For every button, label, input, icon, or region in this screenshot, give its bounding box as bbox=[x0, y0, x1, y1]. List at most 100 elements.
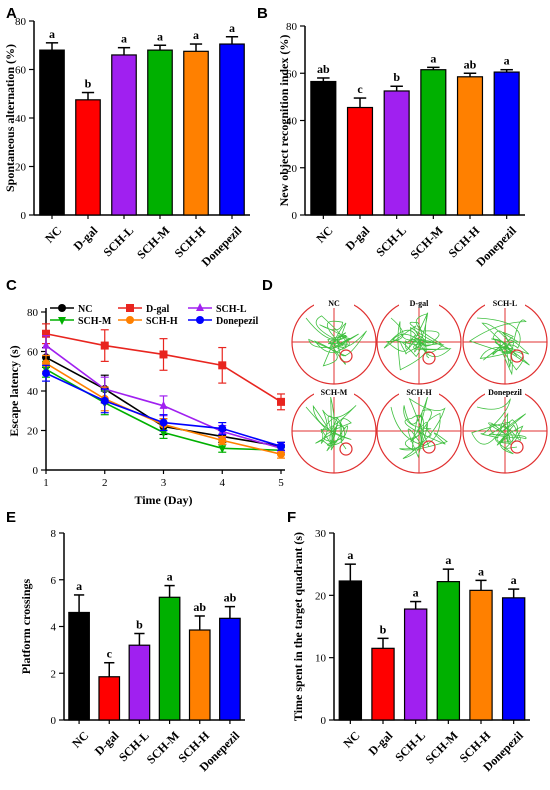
legend: NC D-gal SCH-L SCH-M SCH-H Donepezil bbox=[50, 303, 258, 327]
y-axis-title: Time spent in the target quadrant (s) bbox=[291, 532, 305, 721]
significance-letter: b bbox=[136, 618, 143, 632]
bar-donepezil bbox=[219, 617, 241, 721]
data-point bbox=[100, 341, 109, 350]
bar-nc bbox=[338, 580, 363, 721]
data-point bbox=[159, 350, 168, 359]
platform-target bbox=[422, 351, 436, 365]
x-tick-label: SCH-M bbox=[134, 223, 172, 261]
bar-sch-l bbox=[383, 90, 410, 216]
x-tick-label: SCH-M bbox=[144, 728, 182, 766]
significance-letter: b bbox=[380, 622, 387, 636]
y-axis-title: Spontaneous alternation (%) bbox=[3, 44, 17, 192]
title-backdrop bbox=[485, 297, 525, 308]
bar-nc bbox=[68, 611, 90, 721]
data-point bbox=[196, 303, 204, 311]
bar-sch-m bbox=[436, 581, 461, 721]
y-tick-label: 20 bbox=[27, 426, 39, 438]
y-tick-label: 80 bbox=[27, 307, 39, 319]
significance-letter: a bbox=[478, 564, 484, 578]
data-point bbox=[277, 442, 285, 451]
title-backdrop bbox=[399, 386, 439, 397]
bar-sch-m bbox=[147, 49, 173, 216]
y-tick-label: 10 bbox=[315, 653, 327, 665]
x-tick-label: 2 bbox=[102, 477, 108, 489]
swim-path bbox=[469, 317, 530, 376]
significance-letter: c bbox=[357, 82, 363, 96]
x-tick-label: 1 bbox=[43, 477, 49, 489]
y-tick-label: 60 bbox=[27, 347, 39, 359]
legend-label: SCH-M bbox=[78, 316, 112, 327]
swim-path bbox=[305, 315, 367, 367]
legend-label: NC bbox=[78, 304, 92, 315]
data-point bbox=[196, 316, 204, 324]
maze-title: SCH-L bbox=[493, 299, 517, 308]
x-tick-label: SCH-M bbox=[422, 728, 460, 766]
y-tick-label: 0 bbox=[33, 465, 39, 477]
y-tick-label: 30 bbox=[315, 528, 327, 540]
maze-trial-sch-m: SCH-M bbox=[291, 386, 377, 474]
y-tick-label: 80 bbox=[286, 21, 298, 33]
platform-target bbox=[422, 440, 436, 454]
y-tick-label: 8 bbox=[51, 528, 57, 540]
panel-c-label: C bbox=[6, 277, 17, 294]
significance-letter: b bbox=[85, 77, 92, 91]
bar-d-gal bbox=[346, 106, 374, 216]
bar-sch-h bbox=[469, 589, 493, 721]
panel-d-label: D bbox=[262, 277, 273, 294]
data-point bbox=[42, 329, 50, 338]
series-donepezil bbox=[42, 364, 285, 451]
swim-path bbox=[305, 396, 357, 452]
data-point bbox=[159, 429, 168, 438]
bar-d-gal bbox=[98, 676, 121, 721]
panel-a-label: A bbox=[6, 5, 17, 22]
x-tick-label: SCH-L bbox=[101, 223, 137, 259]
significance-letter: ab bbox=[193, 600, 206, 614]
significance-letter: a bbox=[430, 51, 436, 65]
bar-sch-m bbox=[158, 596, 181, 721]
y-tick-label: 2 bbox=[51, 668, 57, 680]
platform-target bbox=[510, 349, 524, 363]
bar-donepezil bbox=[501, 597, 526, 721]
panel-f-chart: F 0 10 20 30 Time spent in the target quadran… bbox=[287, 509, 530, 774]
bar-nc bbox=[310, 80, 337, 216]
y-tick-label: 40 bbox=[27, 386, 39, 398]
y-tick-label: 0 bbox=[292, 210, 298, 222]
data-point bbox=[277, 450, 285, 459]
x-tick-label: SCH-M bbox=[407, 223, 445, 261]
y-tick-label: 60 bbox=[15, 65, 27, 77]
bar-d-gal bbox=[75, 99, 101, 216]
y-axis-title: New object recognition index (%) bbox=[277, 35, 291, 207]
bar-sch-h bbox=[188, 629, 211, 721]
x-tick-label: 4 bbox=[220, 477, 226, 489]
x-tick-label: SCH-L bbox=[392, 728, 428, 764]
swim-path bbox=[471, 398, 527, 455]
bar-sch-m bbox=[420, 69, 447, 216]
significance-letter: a bbox=[511, 573, 517, 587]
significance-letter: a bbox=[157, 29, 163, 43]
platform-target bbox=[339, 349, 353, 363]
data-point bbox=[58, 304, 66, 312]
y-tick-label: 4 bbox=[51, 622, 57, 634]
significance-letter: a bbox=[504, 54, 510, 68]
data-point bbox=[218, 436, 227, 445]
x-tick-label: NC bbox=[341, 728, 363, 750]
data-point bbox=[58, 317, 66, 325]
data-point bbox=[126, 304, 134, 312]
bar-nc bbox=[39, 49, 65, 216]
x-tick-label: 5 bbox=[278, 477, 284, 489]
panel-d-maze-paths: D NC D-gal SCH-L SCH-M SCH-H Donepezil bbox=[262, 277, 548, 474]
x-tick-label: Donepezil bbox=[473, 223, 519, 269]
panel-c-chart: C 0 20 40 60 80 1 2 3 4 5 Time (Day) Escape latency … bbox=[6, 277, 285, 507]
x-tick-label: NC bbox=[314, 223, 336, 245]
data-point bbox=[100, 396, 109, 405]
bar-sch-l bbox=[128, 644, 151, 721]
y-tick-label: 0 bbox=[51, 715, 57, 727]
y-tick-label: 40 bbox=[286, 116, 298, 128]
maze-trial-sch-l: SCH-L bbox=[462, 297, 548, 385]
y-tick-label: 20 bbox=[15, 162, 27, 174]
y-tick-label: 80 bbox=[15, 16, 27, 28]
x-tick-label: 3 bbox=[161, 477, 167, 489]
x-tick-label: SCH-L bbox=[373, 223, 409, 259]
y-tick-label: 0 bbox=[21, 210, 27, 222]
